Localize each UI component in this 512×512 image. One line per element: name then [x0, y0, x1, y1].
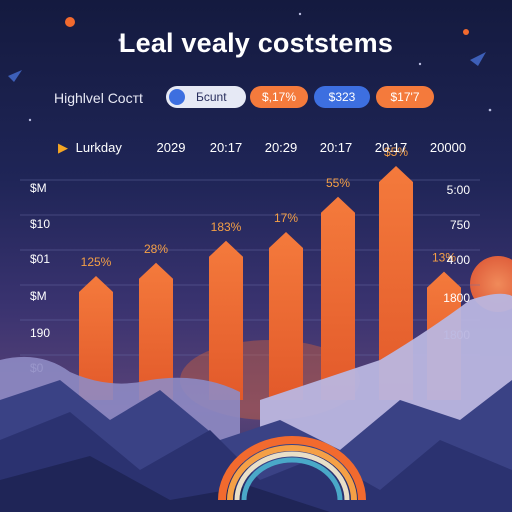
bar-data-label: $5%	[384, 145, 408, 159]
top-axis-label: 20:29	[264, 140, 298, 155]
amount-pill[interactable]: $323	[314, 86, 370, 108]
top-axis-label: 20000	[429, 140, 467, 155]
star-decorations	[8, 12, 492, 122]
bar	[321, 196, 355, 400]
top-axis-label: 20:17	[374, 140, 408, 155]
count-pill[interactable]: Бcunt	[166, 86, 246, 108]
right-tick-label: 750	[450, 218, 470, 232]
bar	[209, 240, 243, 400]
count-pill-label: Бcunt	[196, 90, 227, 104]
bar	[139, 262, 173, 400]
legend-label: Lurkday	[75, 140, 122, 155]
legend: ▶ Lurkday	[58, 140, 122, 156]
bar	[269, 232, 303, 400]
top-axis-label: 20:17	[319, 140, 353, 155]
percent-pill[interactable]: $,17%	[250, 86, 308, 108]
bars-group	[79, 166, 461, 400]
subtitle: Highlvel Cостt	[54, 90, 143, 106]
right-tick-label: 4.00	[447, 253, 471, 267]
left-tick-label: $10	[30, 217, 50, 231]
bar-data-label: 17%	[274, 211, 298, 225]
bar-data-label: 125%	[81, 255, 112, 269]
rainbow-decoration	[218, 436, 366, 501]
bar-data-label: 55%	[326, 176, 350, 190]
right-tick-label: 5:00	[447, 183, 471, 197]
page-title: Leal vealy coststems	[118, 28, 394, 58]
left-tick-label: $01	[30, 252, 50, 266]
data-labels-group: 125% 28% 183% 17% 55% $5% 13%	[81, 145, 457, 269]
bar-data-label: 183%	[211, 220, 242, 234]
bar	[379, 166, 413, 400]
bar-data-label: 28%	[144, 242, 168, 256]
play-arrow-icon: ▶	[58, 140, 68, 155]
left-tick-label: 190	[30, 326, 50, 340]
bar-data-label: 13%	[432, 251, 456, 265]
total-pill[interactable]: $17'7	[376, 86, 434, 108]
info-icon	[169, 89, 185, 105]
top-axis-label: 20:17	[209, 140, 243, 155]
right-tick-label: 1800	[443, 291, 470, 305]
bar	[79, 276, 113, 400]
left-tick-label: $M	[30, 289, 47, 303]
top-axis-label: 2029	[156, 140, 186, 155]
left-tick-label: $M	[30, 181, 47, 195]
